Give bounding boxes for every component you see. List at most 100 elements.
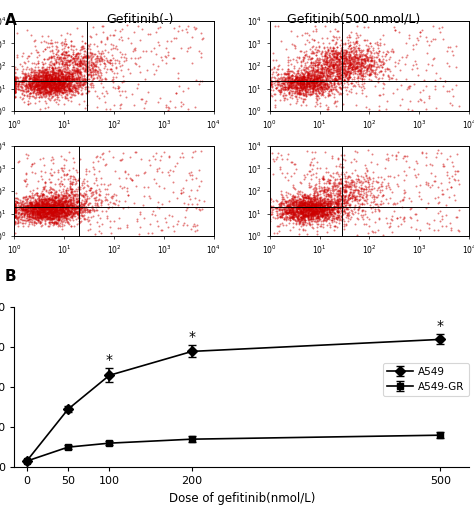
Point bbox=[292, 74, 300, 83]
Point bbox=[48, 192, 56, 200]
Point bbox=[299, 80, 306, 89]
Point bbox=[29, 204, 36, 212]
Point bbox=[35, 217, 43, 226]
Point bbox=[313, 210, 321, 218]
Point bbox=[309, 76, 317, 85]
Point bbox=[347, 44, 355, 52]
Point bbox=[46, 208, 54, 216]
Point bbox=[120, 77, 128, 85]
Point bbox=[318, 68, 326, 76]
Point bbox=[333, 202, 340, 210]
Point bbox=[72, 67, 80, 76]
Point bbox=[106, 216, 113, 225]
Point bbox=[343, 66, 351, 75]
Point bbox=[319, 211, 326, 220]
Point bbox=[11, 203, 18, 211]
Point bbox=[290, 208, 297, 216]
Point bbox=[289, 201, 297, 209]
Point bbox=[318, 87, 326, 95]
Point bbox=[17, 201, 25, 209]
Point bbox=[322, 54, 330, 63]
Point bbox=[59, 77, 67, 86]
Point bbox=[43, 73, 51, 81]
Point bbox=[307, 205, 315, 213]
Point bbox=[11, 212, 18, 221]
Point bbox=[278, 209, 286, 217]
Point bbox=[324, 91, 331, 100]
Point bbox=[45, 203, 52, 212]
Point bbox=[79, 53, 87, 62]
Point bbox=[393, 180, 401, 188]
Point bbox=[410, 165, 418, 173]
Point bbox=[313, 212, 321, 220]
Point bbox=[310, 59, 317, 67]
Point bbox=[49, 49, 57, 58]
Point bbox=[334, 204, 342, 213]
Point bbox=[354, 73, 362, 81]
Point bbox=[346, 69, 354, 77]
Point bbox=[346, 69, 354, 77]
Point bbox=[342, 48, 350, 56]
Point bbox=[83, 101, 91, 110]
Point bbox=[317, 183, 325, 191]
Point bbox=[284, 81, 292, 89]
Point bbox=[50, 77, 58, 86]
Point bbox=[310, 200, 318, 209]
Point bbox=[296, 81, 303, 90]
Point bbox=[328, 49, 336, 58]
Point bbox=[332, 76, 340, 84]
Point bbox=[394, 182, 401, 190]
Point bbox=[37, 206, 45, 214]
Point bbox=[28, 213, 36, 221]
Point bbox=[302, 210, 310, 218]
Point bbox=[294, 200, 302, 208]
Point bbox=[336, 186, 344, 194]
Point bbox=[284, 203, 292, 211]
Point bbox=[58, 166, 65, 174]
Point bbox=[309, 206, 316, 214]
Point bbox=[41, 211, 48, 219]
Point bbox=[303, 71, 311, 79]
Point bbox=[38, 32, 46, 40]
Point bbox=[43, 202, 50, 211]
Point bbox=[365, 53, 373, 61]
Point bbox=[68, 185, 75, 194]
Point bbox=[394, 148, 401, 156]
Point bbox=[60, 78, 68, 86]
Point bbox=[309, 210, 317, 218]
Point bbox=[49, 77, 57, 85]
Point bbox=[67, 199, 75, 208]
Point bbox=[26, 206, 34, 214]
Point bbox=[298, 62, 305, 70]
Point bbox=[42, 213, 49, 222]
Point bbox=[319, 202, 326, 211]
Point bbox=[312, 207, 319, 215]
Point bbox=[431, 76, 439, 85]
Point bbox=[362, 192, 369, 200]
Point bbox=[70, 68, 77, 76]
Point bbox=[313, 77, 320, 86]
Point bbox=[330, 65, 337, 74]
Point bbox=[73, 192, 81, 200]
Point bbox=[11, 204, 18, 213]
Point bbox=[187, 225, 194, 233]
Point bbox=[33, 210, 41, 218]
Point bbox=[300, 77, 308, 85]
Point bbox=[309, 86, 317, 94]
Point bbox=[73, 64, 81, 72]
Point bbox=[11, 201, 18, 210]
Point bbox=[33, 189, 40, 198]
Point bbox=[48, 215, 55, 223]
Point bbox=[307, 203, 315, 212]
Point bbox=[341, 192, 349, 200]
Point bbox=[23, 210, 30, 218]
Point bbox=[86, 66, 94, 75]
Point bbox=[316, 205, 324, 213]
Point bbox=[311, 208, 319, 216]
Point bbox=[332, 25, 339, 33]
Point bbox=[51, 203, 59, 212]
Point bbox=[365, 44, 373, 52]
Point bbox=[31, 85, 38, 93]
Point bbox=[298, 218, 305, 226]
Point bbox=[273, 203, 281, 212]
